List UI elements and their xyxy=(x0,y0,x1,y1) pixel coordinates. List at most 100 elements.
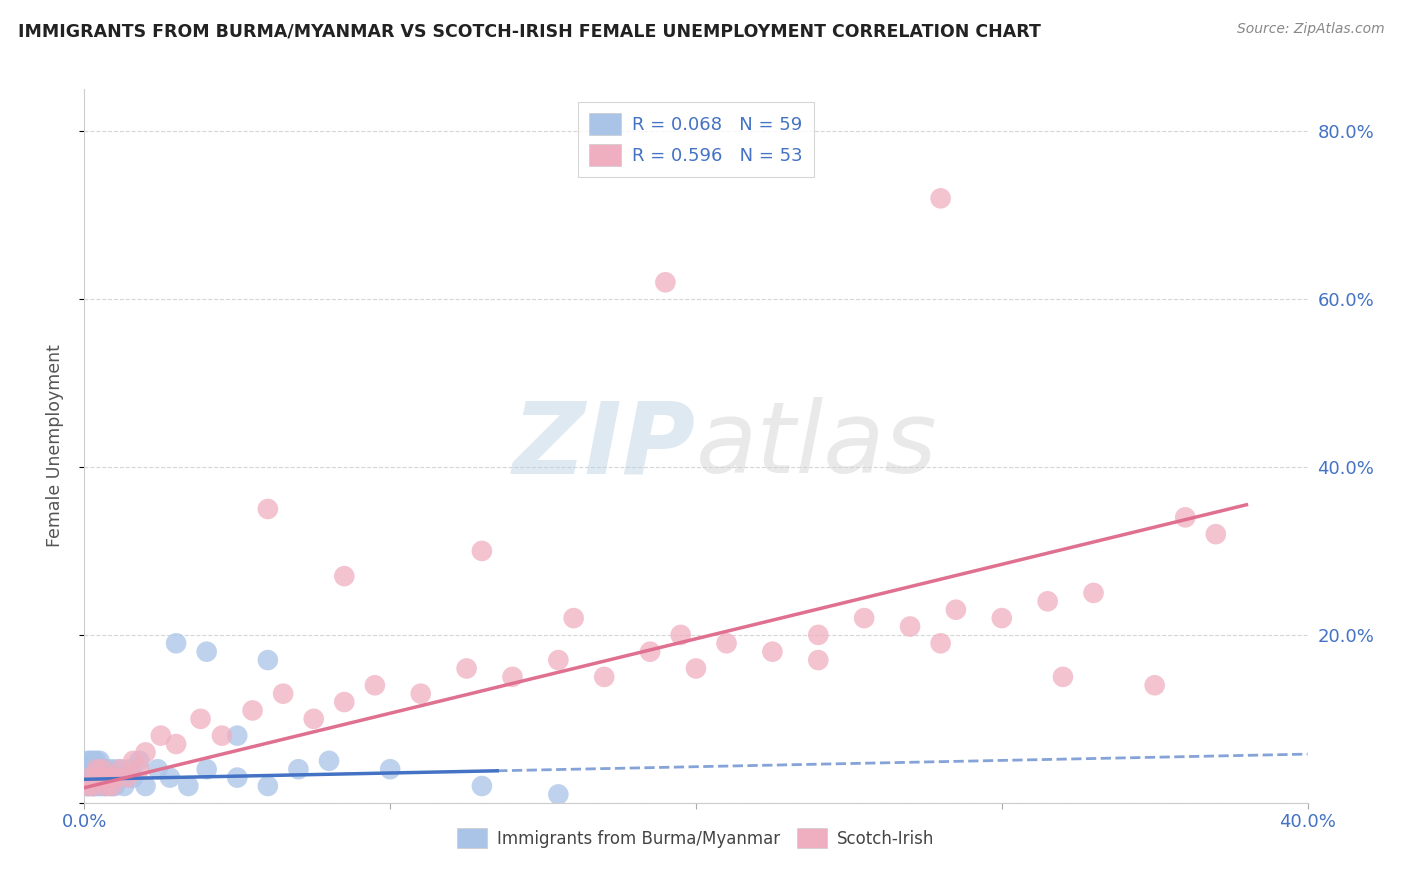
Point xyxy=(79,771,101,785)
Point xyxy=(76,779,98,793)
Point xyxy=(94,779,117,793)
Point xyxy=(89,762,111,776)
Point xyxy=(1052,670,1074,684)
Point xyxy=(287,762,309,776)
Text: Source: ZipAtlas.com: Source: ZipAtlas.com xyxy=(1237,22,1385,37)
Point xyxy=(929,636,952,650)
Point xyxy=(91,762,114,776)
Point xyxy=(79,762,101,776)
Point xyxy=(110,771,132,785)
Point xyxy=(101,762,124,776)
Point xyxy=(471,779,494,793)
Point xyxy=(149,729,172,743)
Point xyxy=(1174,510,1197,524)
Point xyxy=(86,762,108,776)
Point xyxy=(271,687,294,701)
Point xyxy=(83,762,105,776)
Point xyxy=(562,611,585,625)
Point xyxy=(1143,678,1166,692)
Point xyxy=(83,754,105,768)
Point xyxy=(1036,594,1059,608)
Point xyxy=(257,502,280,516)
Point xyxy=(807,628,830,642)
Point xyxy=(79,771,101,785)
Point xyxy=(79,779,101,793)
Point xyxy=(89,779,111,793)
Point xyxy=(333,569,356,583)
Point xyxy=(135,746,157,760)
Point xyxy=(685,661,707,675)
Point xyxy=(195,645,218,659)
Point xyxy=(122,771,145,785)
Point xyxy=(716,636,738,650)
Point xyxy=(1083,586,1105,600)
Point xyxy=(94,779,117,793)
Point xyxy=(91,762,114,776)
Point xyxy=(86,771,108,785)
Point xyxy=(89,771,111,785)
Point xyxy=(146,762,169,776)
Point xyxy=(135,779,157,793)
Point xyxy=(101,779,124,793)
Point xyxy=(669,628,692,642)
Text: atlas: atlas xyxy=(696,398,938,494)
Point xyxy=(97,771,120,785)
Point xyxy=(471,544,494,558)
Text: ZIP: ZIP xyxy=(513,398,696,494)
Point xyxy=(94,771,117,785)
Point xyxy=(945,603,967,617)
Point xyxy=(110,762,132,776)
Point xyxy=(257,779,280,793)
Point xyxy=(257,653,280,667)
Point xyxy=(364,678,387,692)
Point xyxy=(761,645,783,659)
Point xyxy=(79,779,101,793)
Point xyxy=(165,737,187,751)
Point xyxy=(76,779,98,793)
Point xyxy=(89,754,111,768)
Point xyxy=(83,779,105,793)
Point xyxy=(853,611,876,625)
Point xyxy=(159,771,181,785)
Point xyxy=(76,754,98,768)
Point xyxy=(177,779,200,793)
Point xyxy=(318,754,340,768)
Point xyxy=(79,771,101,785)
Point xyxy=(898,619,921,633)
Point xyxy=(83,779,105,793)
Point xyxy=(638,645,661,659)
Point xyxy=(807,653,830,667)
Point xyxy=(242,703,264,717)
Point xyxy=(86,762,108,776)
Point xyxy=(86,754,108,768)
Point xyxy=(593,670,616,684)
Point xyxy=(76,771,98,785)
Point xyxy=(97,779,120,793)
Point xyxy=(128,762,150,776)
Point xyxy=(226,771,249,785)
Point xyxy=(94,762,117,776)
Point xyxy=(195,762,218,776)
Point xyxy=(79,754,101,768)
Point xyxy=(104,779,127,793)
Point xyxy=(1205,527,1227,541)
Point xyxy=(547,653,569,667)
Y-axis label: Female Unemployment: Female Unemployment xyxy=(45,344,63,548)
Point xyxy=(226,729,249,743)
Point xyxy=(83,779,105,793)
Point xyxy=(97,771,120,785)
Point xyxy=(91,771,114,785)
Point xyxy=(120,762,142,776)
Point xyxy=(302,712,325,726)
Point xyxy=(86,779,108,793)
Point xyxy=(107,762,129,776)
Legend: Immigrants from Burma/Myanmar, Scotch-Irish: Immigrants from Burma/Myanmar, Scotch-Ir… xyxy=(451,822,941,855)
Point xyxy=(115,771,138,785)
Point xyxy=(122,754,145,768)
Point xyxy=(76,779,98,793)
Point xyxy=(89,771,111,785)
Point xyxy=(409,687,432,701)
Point xyxy=(929,191,952,205)
Point xyxy=(104,771,127,785)
Text: IMMIGRANTS FROM BURMA/MYANMAR VS SCOTCH-IRISH FEMALE UNEMPLOYMENT CORRELATION CH: IMMIGRANTS FROM BURMA/MYANMAR VS SCOTCH-… xyxy=(18,22,1042,40)
